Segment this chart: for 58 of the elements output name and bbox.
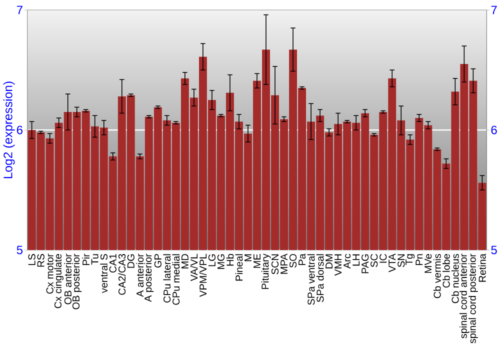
x-tick-label: Cx motor [46, 254, 54, 294]
x-tick-label: VMH [334, 254, 342, 276]
x-tick-label: spinal cord anterior [460, 254, 469, 338]
x-tick-label: CPu medial [172, 254, 180, 305]
x-tick-label: VPM/VPL [199, 254, 207, 297]
x-tick-label: A posterior [144, 254, 154, 302]
x-tick-label: Tu [91, 254, 98, 265]
x-tick-label: spinal cord posterior [468, 254, 478, 344]
x-tick-label: LG [208, 254, 216, 266]
x-tick-label: M [244, 254, 252, 262]
x-tick-label: MVe [424, 254, 432, 273]
x-tick-label: DM [326, 254, 333, 268]
x-tick-label: SPa dorsal [316, 254, 324, 302]
x-tick-label: SN [398, 254, 405, 268]
x-tick-label: PAG [362, 254, 369, 274]
x-tick-label: Cx cingulate [54, 254, 64, 308]
x-tick-label: ventral S [100, 254, 108, 294]
x-tick-label: RS [37, 254, 44, 267]
x-tick-label: A anterior [136, 254, 144, 297]
x-tick-label: Cb lobe [442, 254, 450, 288]
x-tick-label: Retina [478, 254, 486, 282]
y-tick-label: 5 [16, 246, 23, 254]
y-axis-title: Log2 (expression) [3, 82, 15, 178]
x-tick-label: VTA [388, 254, 396, 272]
x-tick-label: Pn [416, 254, 423, 266]
x-tick-label: Tg [406, 254, 415, 266]
x-tick-label: CPu lateral [163, 254, 171, 303]
x-tick-label: Pineal [235, 254, 243, 281]
x-tick-label: MPA [280, 254, 288, 274]
x-tick-label: MG [217, 254, 225, 269]
x-tick-label: OB anterior [64, 254, 72, 304]
x-tick-label: IC [380, 254, 387, 263]
x-tick-label: Pituitary [261, 254, 271, 289]
y2-tick-label: 5 [491, 246, 497, 254]
x-tick-label: Pa [298, 254, 306, 266]
x-tick-label: SC [370, 254, 378, 268]
x-tick-label: SO [289, 254, 297, 268]
x-tick-label: GP [154, 254, 162, 268]
x-tick-label: SPa ventral [307, 254, 315, 305]
x-tick-label: VA/VL [190, 254, 198, 282]
x-tick-label: LH [352, 254, 360, 266]
x-tick-label: CA1 [109, 254, 116, 273]
x-tick-label: DG [127, 254, 134, 268]
x-tick-label: CA2/CA3 [118, 254, 126, 295]
x-tick-label: Hb [226, 254, 234, 266]
x-tick-label: Cb vermis [433, 254, 441, 298]
x-tick-label: LS [28, 254, 36, 266]
x-tick-label: OB posterior [72, 254, 82, 310]
y-tick-label: 7 [16, 6, 22, 14]
x-tick-label: SCN [271, 254, 279, 274]
x-tick-label: Arc [344, 254, 351, 269]
y2-tick-label: 7 [491, 6, 497, 14]
x-tick-label: Cb nucleus [452, 254, 459, 304]
y-tick-label: 6 [16, 126, 23, 134]
x-tick-label: MD [182, 254, 188, 268]
y2-tick-label: 6 [491, 126, 497, 134]
x-tick-label: Pir [82, 254, 90, 266]
x-tick-label: ME [254, 254, 260, 268]
